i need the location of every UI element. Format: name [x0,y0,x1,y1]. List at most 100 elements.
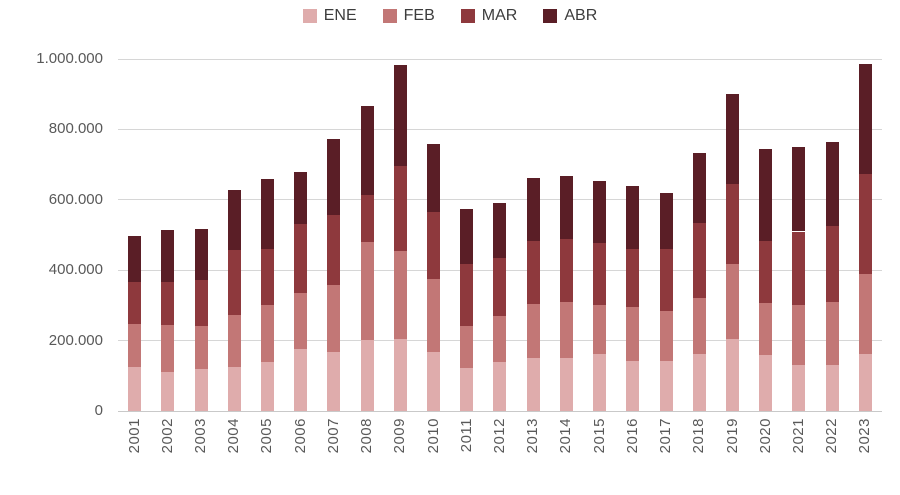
bar-segment-abr-2003 [194,228,208,280]
x-axis-line [118,410,882,412]
bar-segment-ene-2022 [825,365,839,411]
bar-segment-abr-2008 [360,105,374,195]
bar-segment-mar-2015 [593,242,607,305]
bar-2005 [260,59,274,411]
x-axis-label: 2003 [192,418,210,454]
bar-segment-mar-2003 [194,279,208,327]
bar-segment-feb-2015 [593,304,607,355]
bar-segment-mar-2016 [626,249,640,307]
bar-segment-mar-2011 [460,263,474,326]
bar-segment-mar-2017 [659,248,673,312]
legend-label: ABR [564,7,598,24]
bar-2015 [593,59,607,411]
x-axis-label: 2007 [324,418,342,454]
x-axis-label: 2012 [491,418,508,454]
bar-column-2002 [151,59,184,411]
x-axis-label: 2002 [158,418,176,454]
bar-segment-ene-2019 [726,339,739,411]
bar-segment-abr-2023 [858,64,872,175]
bar-segment-mar-2019 [726,183,739,264]
x-axis-label: 2004 [225,418,243,454]
bar-column-2003 [184,59,217,411]
bar-segment-feb-2019 [726,263,739,340]
gridline [118,128,882,130]
bar-segment-ene-2016 [626,361,640,411]
bar-segment-abr-2013 [526,177,540,242]
bar-segment-ene-2007 [327,351,341,411]
bar-column-2015 [583,59,616,411]
bar-segment-mar-2004 [227,250,241,316]
bar-segment-abr-2001 [128,235,142,282]
legend-label: FEB [403,7,435,24]
x-axis-label: 2020 [756,418,774,454]
bar-segment-feb-2007 [327,285,341,352]
bar-2004 [227,59,241,411]
bar-segment-abr-2009 [393,64,407,166]
gridline [118,199,882,201]
bar-2002 [161,59,175,411]
bar-segment-feb-2014 [559,301,573,358]
bar-column-2018 [683,59,716,411]
bar-segment-feb-2008 [360,242,374,341]
bar-segment-ene-2017 [659,361,673,411]
x-axis-label: 2019 [723,418,741,454]
bar-segment-ene-2002 [161,371,175,411]
bar-segment-ene-2005 [260,362,274,411]
x-axis-label: 2014 [557,418,575,454]
bar-column-2014 [550,59,583,411]
bar-2017 [659,59,673,411]
bar-2012 [493,59,507,411]
bar-segment-mar-2007 [327,214,341,285]
y-axis-label: 1.000.000 [36,50,103,67]
x-axis-label: 2011 [457,418,475,453]
bar-segment-feb-2021 [792,305,806,365]
bar-segment-feb-2011 [460,325,474,369]
bar-2016 [626,59,640,411]
x-axis-label: 2023 [856,418,874,454]
bar-column-2021 [782,59,815,411]
bar-segment-feb-2005 [260,305,274,363]
bar-segment-abr-2022 [825,142,839,226]
bar-column-2017 [649,59,682,411]
bar-segment-feb-2023 [858,273,872,354]
bar-segment-mar-2022 [825,225,839,302]
bar-segment-ene-2004 [227,367,241,411]
bar-2007 [327,59,341,411]
bar-segment-ene-2011 [460,368,474,411]
x-axis-label: 2010 [424,418,442,454]
legend-swatch-feb-icon [382,9,397,23]
bar-segment-feb-2002 [161,325,175,372]
bar-segment-mar-2009 [393,165,407,251]
bar-segment-abr-2018 [692,153,706,224]
x-axis-label: 2021 [789,418,807,454]
bar-2022 [825,59,839,411]
legend-label: ENE [323,7,357,24]
bar-segment-abr-2004 [227,189,241,251]
bar-column-2023 [849,59,882,411]
legend-item-ene: ENE [302,7,357,25]
bar-segment-abr-2005 [260,178,274,249]
bar-segment-ene-2006 [294,348,308,411]
plot-area [118,58,882,412]
bar-segment-abr-2016 [626,186,640,250]
bar-segment-feb-2013 [526,303,540,359]
x-axis-label: 2001 [125,418,143,454]
x-axis-label: 2022 [823,418,841,454]
bar-segment-abr-2019 [726,94,739,184]
y-axis-label: 800.000 [48,120,103,138]
bar-2020 [759,59,773,411]
bar-segment-feb-2012 [493,315,507,363]
bar-column-2010 [417,59,450,411]
bar-segment-feb-2017 [659,311,673,362]
bar-2006 [294,59,308,411]
bar-segment-feb-2003 [194,326,208,370]
legend-label: MAR [481,7,518,24]
legend-item-abr: ABR [543,7,597,25]
bar-segment-ene-2021 [792,364,806,411]
x-axis-label: 2006 [291,418,309,454]
bar-segment-feb-2016 [626,306,640,362]
bar-column-2005 [251,59,284,411]
x-axis-label: 2009 [391,418,409,454]
bar-segment-ene-2020 [759,355,773,411]
x-axis-label: 2017 [657,418,675,454]
